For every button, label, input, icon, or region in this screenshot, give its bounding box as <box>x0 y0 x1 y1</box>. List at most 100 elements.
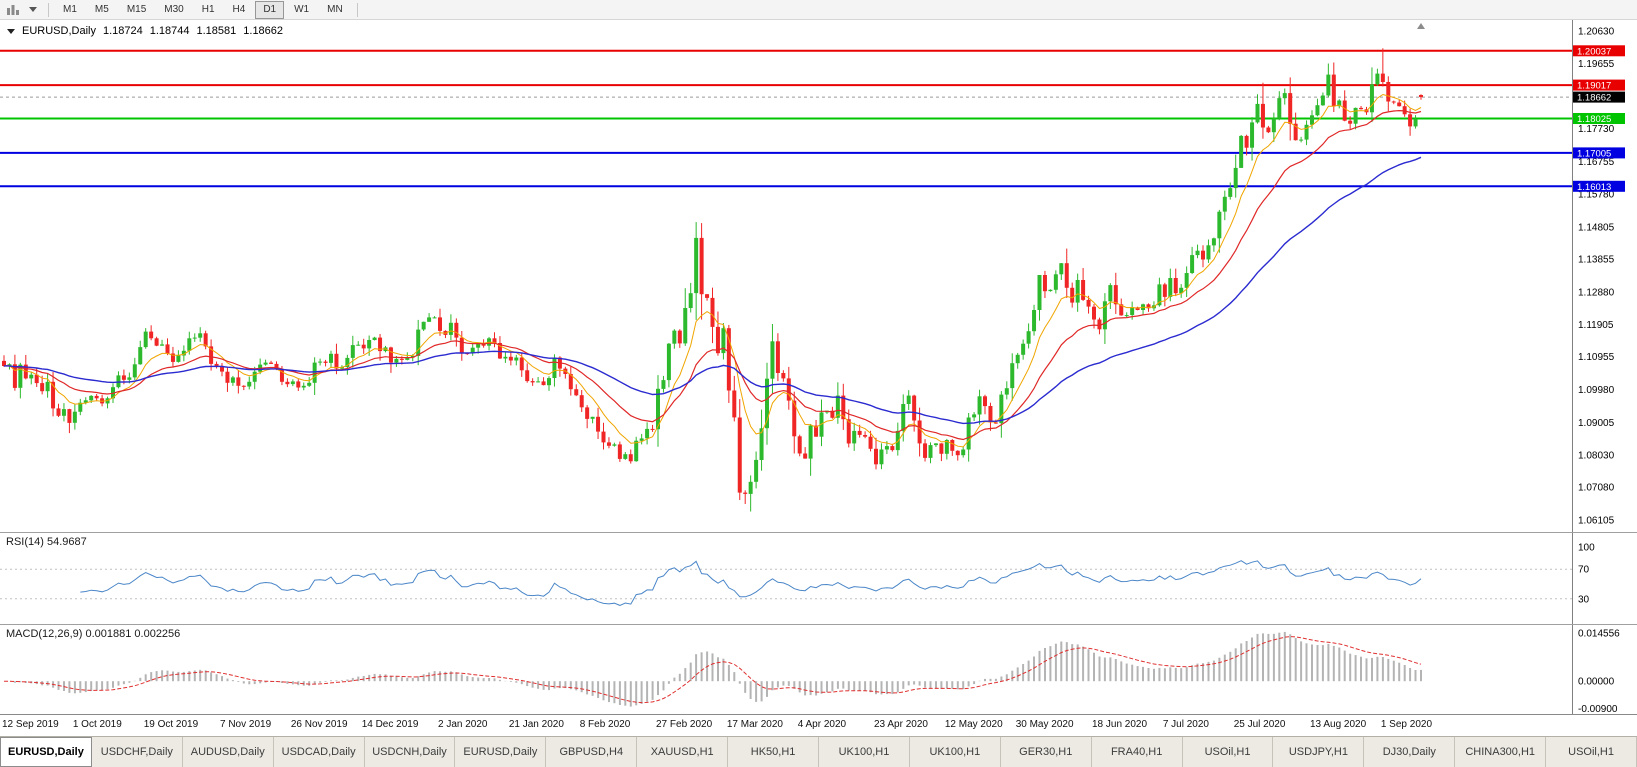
level-price-badge: 1.20037 <box>1573 45 1625 57</box>
timeframe-button-h4[interactable]: H4 <box>232 3 246 15</box>
date-axis-label: 26 Nov 2019 <box>290 719 348 730</box>
level-price-badge: 1.19017 <box>1573 79 1625 92</box>
level-price-badge: 1.16013 <box>1573 180 1625 193</box>
chart-tab-uk100-h1-9[interactable]: UK100,H1 <box>819 737 910 767</box>
date-axis-label: 1 Oct 2019 <box>72 719 122 730</box>
timeframe-button-h1[interactable]: H1 <box>201 3 215 15</box>
chart-tab-usoil-h1-13[interactable]: USOil,H1 <box>1183 737 1274 767</box>
chart-shift-marker[interactable] <box>1417 23 1425 29</box>
svg-text:1.15780: 1.15780 <box>1578 190 1615 201</box>
svg-text:1.18662: 1.18662 <box>1577 93 1611 104</box>
svg-text:70: 70 <box>1578 565 1590 576</box>
svg-text:30: 30 <box>1578 594 1590 605</box>
chart-tab-china300-h1-16[interactable]: CHINA300,H1 <box>1455 737 1547 767</box>
svg-text:1.17730: 1.17730 <box>1578 124 1615 135</box>
chart-tab-uk100-h1-10[interactable]: UK100,H1 <box>910 737 1001 767</box>
svg-text:0.00000: 0.00000 <box>1578 677 1615 688</box>
chart-tab-usdchf-daily-1[interactable]: USDCHF,Daily <box>92 737 183 767</box>
date-axis-label: 2 Jan 2020 <box>438 719 488 730</box>
chart-tab-usdjpy-h1-14[interactable]: USDJPY,H1 <box>1273 737 1365 767</box>
chart-type-dropdown-caret-icon[interactable] <box>23 2 43 18</box>
toolbar-separator <box>356 2 358 17</box>
chart-tab-fra40-h1-12[interactable]: FRA40,H1 <box>1092 737 1183 767</box>
chart-tab-ger30-h1-11[interactable]: GER30,H1 <box>1001 737 1092 767</box>
current-price-badge: 1.18662 <box>1573 91 1625 104</box>
svg-text:1.17005: 1.17005 <box>1577 148 1611 159</box>
chart-tab-usoil-h1-17[interactable]: USOil,H1 <box>1546 737 1637 767</box>
date-axis-label: 19 Oct 2019 <box>143 719 199 730</box>
macd-indicator-label: MACD(12,26,9) 0.001881 0.002256 <box>6 628 181 640</box>
chart-tab-usdcnh-daily-4[interactable]: USDCNH,Daily <box>365 737 456 767</box>
chart-tab-audusd-daily-2[interactable]: AUDUSD,Daily <box>183 737 274 767</box>
timeframe-button-m1[interactable]: M1 <box>63 3 77 15</box>
level-price-badge: 1.17005 <box>1573 147 1625 159</box>
price-axis-labels: 1.20630 1.19655 1.17730 1.16755 1.15780 1.148… <box>1578 26 1615 526</box>
date-axis-label: 7 Jul 2020 <box>1162 719 1209 730</box>
date-axis-label: 17 Mar 2020 <box>726 719 783 730</box>
price-axis[interactable] <box>1573 20 1637 714</box>
toolbar-separator <box>48 2 49 17</box>
svg-text:1.10955: 1.10955 <box>1578 352 1615 363</box>
chart-tab-bar: EURUSD,Daily USDCHF,Daily AUDUSD,Daily USDC… <box>0 736 1637 767</box>
date-axis-label: 27 Feb 2020 <box>656 719 713 730</box>
date-axis-label: 12 May 2020 <box>944 719 1003 730</box>
svg-text:1.16755: 1.16755 <box>1578 157 1615 168</box>
date-axis-label: 14 Dec 2019 <box>361 719 419 730</box>
toolbar: M1 M5 M15 M30 H1 H4 D1 W1 MN <box>0 0 1637 20</box>
level-lines[interactable] <box>0 49 1572 188</box>
date-axis-label: 7 Nov 2019 <box>220 719 272 730</box>
svg-text:0.014556: 0.014556 <box>1578 629 1620 640</box>
macd-canvas[interactable]: 0.014556 0.00000 -0.00900 <box>0 625 1637 714</box>
svg-text:1.12880: 1.12880 <box>1578 287 1615 298</box>
date-axis-label: 21 Jan 2020 <box>508 719 564 730</box>
timeframe-button-m15[interactable]: M15 <box>126 3 147 15</box>
svg-text:1.19655: 1.19655 <box>1578 59 1615 70</box>
timeframe-button-w1[interactable]: W1 <box>294 3 310 15</box>
price-chart-panel[interactable]: 1.20630 1.19655 1.17730 1.16755 1.15780 1.148… <box>0 20 1637 532</box>
date-axis-label: 13 Aug 2020 <box>1310 719 1367 730</box>
chart-caret-icon <box>7 28 15 34</box>
low-value: 1.18581 <box>196 25 237 37</box>
svg-text:1.07080: 1.07080 <box>1578 483 1615 494</box>
timeframe-button-d1[interactable]: D1 <box>255 0 285 19</box>
chart-tab-eurusd-daily-0[interactable]: EURUSD,Daily <box>0 737 92 767</box>
rsi-line <box>80 560 1422 606</box>
date-axis-label: 23 Apr 2020 <box>874 719 928 730</box>
timeframe-button-m5[interactable]: M5 <box>94 3 109 15</box>
moving-averages <box>3 93 1422 448</box>
macd-panel[interactable]: 0.014556 0.00000 -0.00900 MACD(12,26,9) 0.… <box>0 624 1637 714</box>
date-axis-label: 1 Sep 2020 <box>1380 719 1433 730</box>
svg-text:1.06105: 1.06105 <box>1578 516 1615 527</box>
rsi-panel[interactable]: 100 70 30 RSI(14) 54.9687 <box>0 532 1637 624</box>
chart-tab-usdcad-daily-3[interactable]: USDCAD,Daily <box>274 737 365 767</box>
chart-tab-gbpusd-h4-6[interactable]: GBPUSD,H4 <box>546 737 638 767</box>
timeframe-button-group: M1 M5 M15 M30 H1 H4 D1 W1 MN <box>54 0 352 19</box>
timeframe-button-m30[interactable]: M30 <box>164 3 184 15</box>
date-axis-label: 30 May 2020 <box>1015 719 1074 730</box>
date-axis-label: 25 Jul 2020 <box>1233 719 1286 730</box>
symbol-period-label: EURUSD,Daily <box>22 25 96 37</box>
date-axis-label: 12 Sep 2019 <box>2 719 59 730</box>
rsi-canvas[interactable]: 100 70 30 <box>0 533 1637 624</box>
date-axis-label: 18 Jun 2020 <box>1092 719 1148 730</box>
chart-tab-xauusd-h1-7[interactable]: XAUUSD,H1 <box>637 737 729 767</box>
rsi-indicator-label: RSI(14) 54.9687 <box>6 536 87 548</box>
svg-text:1.18025: 1.18025 <box>1577 114 1611 125</box>
svg-text:1.08030: 1.08030 <box>1578 451 1615 462</box>
macd-histogram <box>8 631 1422 707</box>
date-axis-label: 8 Feb 2020 <box>579 719 631 730</box>
date-axis[interactable]: 12 Sep 2019 1 Oct 2019 19 Oct 2019 7 Nov 20… <box>0 714 1637 736</box>
chart-tab-hk50-h1-8[interactable]: HK50,H1 <box>728 737 820 767</box>
svg-text:1.20630: 1.20630 <box>1578 26 1615 37</box>
chart-tab-eurusd-daily-5[interactable]: EURUSD,Daily <box>455 737 547 767</box>
chart-tab-dj30-daily-15[interactable]: DJ30,Daily <box>1364 737 1456 767</box>
timeframe-button-mn[interactable]: MN <box>327 3 343 15</box>
svg-text:1.09005: 1.09005 <box>1578 418 1615 429</box>
svg-text:1.13855: 1.13855 <box>1578 255 1615 266</box>
macd-signal-line <box>4 636 1422 704</box>
price-chart-canvas[interactable]: 1.20630 1.19655 1.17730 1.16755 1.15780 1.148… <box>0 20 1637 532</box>
chart-window-icon[interactable] <box>3 2 23 18</box>
svg-text:1.19017: 1.19017 <box>1577 81 1611 92</box>
svg-text:100: 100 <box>1578 543 1595 554</box>
